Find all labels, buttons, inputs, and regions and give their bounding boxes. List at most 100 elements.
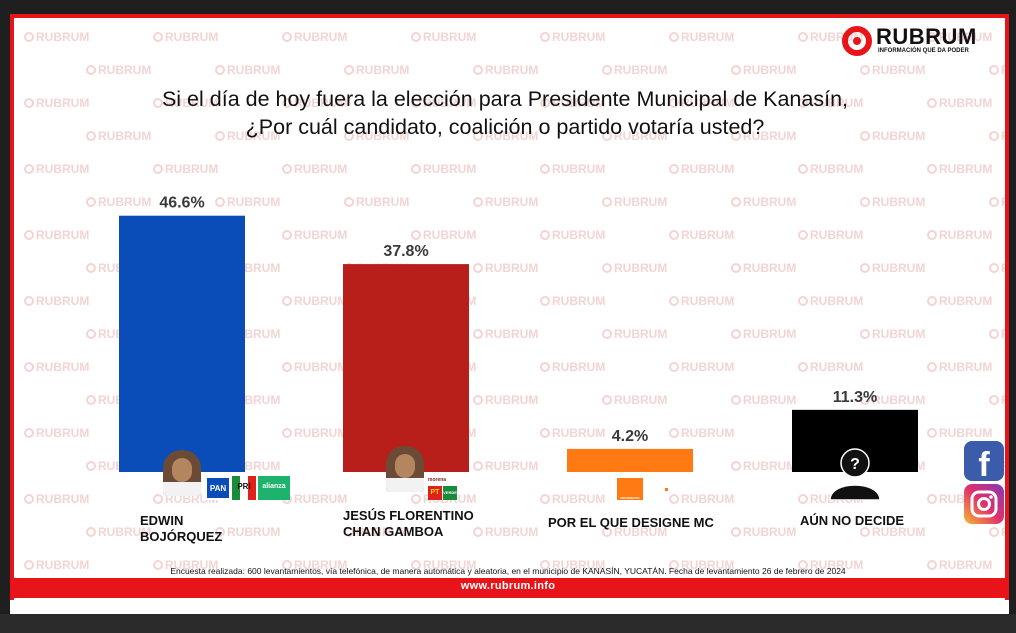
watermark-text: RUBRUM [282, 360, 347, 374]
watermark-text: RUBRUM [989, 261, 1005, 275]
watermark-text: RUBRUM [215, 195, 280, 209]
watermark-text: RUBRUM [602, 393, 667, 407]
watermark-text: RUBRUM [344, 129, 409, 143]
watermark-text: RUBRUM [153, 30, 218, 44]
watermark-text: RUBRUM [473, 393, 538, 407]
watermark-text: RUBRUM [798, 294, 863, 308]
watermark-text: RUBRUM [282, 558, 347, 572]
watermark-text: RUBRUM [215, 525, 280, 539]
bar-value-label-3: 4.2% [612, 428, 648, 445]
card-border-left [10, 14, 14, 600]
bar-value-label-2: 37.8% [383, 243, 428, 260]
watermark-text: RUBRUM [344, 525, 409, 539]
watermark-text: RUBRUM [798, 96, 863, 110]
logo-target-icon [842, 26, 872, 56]
watermark-text: RUBRUM [24, 492, 89, 506]
watermark-text: RUBRUM [860, 327, 925, 341]
instagram-icon[interactable] [964, 484, 1004, 524]
watermark-text: RUBRUM [540, 162, 605, 176]
candidate-2-photo [386, 446, 424, 492]
watermark-text: RUBRUM [860, 63, 925, 77]
watermark-text: RUBRUM [669, 96, 734, 110]
watermark-text: RUBRUM [669, 30, 734, 44]
watermark-text: RUBRUM [927, 96, 992, 110]
logo-tagline: INFORMACIÓN QUE DA PODER [878, 48, 969, 54]
watermark-text: RUBRUM [927, 30, 992, 44]
watermark-text: RUBRUM [798, 558, 863, 572]
watermark-text: RUBRUM [344, 63, 409, 77]
watermark-text: RUBRUM [86, 129, 151, 143]
pri-logo: PRI [232, 476, 256, 500]
watermark-text: RUBRUM [798, 162, 863, 176]
watermark-text: RUBRUM [860, 525, 925, 539]
footer-url[interactable]: www.rubrum.info [460, 580, 556, 592]
card-border-right [1005, 14, 1009, 600]
watermark-text: RUBRUM [540, 492, 605, 506]
watermark-text: RUBRUM [86, 63, 151, 77]
candidate-2-line1: JESÚS FLORENTINO [343, 508, 474, 523]
watermark-text: RUBRUM [731, 393, 796, 407]
watermark-text: RUBRUM [282, 162, 347, 176]
watermark-text: RUBRUM [282, 426, 347, 440]
watermark-text: RUBRUM [927, 360, 992, 374]
watermark-text: RUBRUM [24, 558, 89, 572]
watermark-text: RUBRUM [473, 129, 538, 143]
watermark-text: RUBRUM [669, 294, 734, 308]
watermark-text: RUBRUM [602, 525, 667, 539]
watermark-text: RUBRUM [473, 261, 538, 275]
watermark-text: RUBRUM [215, 63, 280, 77]
candidate-1-line2: BOJÓRQUEZ [140, 529, 223, 544]
watermark-text: RUBRUM [24, 360, 89, 374]
bar-3 [567, 448, 693, 472]
watermark-text: RUBRUM [282, 30, 347, 44]
watermark-text: RUBRUM [411, 30, 476, 44]
watermark-text: RUBRUM [731, 459, 796, 473]
watermark-text: RUBRUM [731, 261, 796, 275]
watermark-text: RUBRUM [473, 195, 538, 209]
watermark-text: RUBRUM [540, 360, 605, 374]
watermark-text: RUBRUM [731, 129, 796, 143]
survey-question: Si el día de hoy fuera la elección para … [110, 85, 900, 141]
watermark-text: RUBRUM [540, 228, 605, 242]
watermark-text: RUBRUM [24, 294, 89, 308]
pt-logo: PT [428, 486, 442, 500]
facebook-icon[interactable]: f [964, 441, 1004, 484]
candidate-label-4: AÚN NO DECIDE [800, 513, 904, 529]
watermark-text: RUBRUM [24, 30, 89, 44]
watermark-text: RUBRUM [540, 426, 605, 440]
watermark-text: RUBRUM [540, 30, 605, 44]
undecided-person-icon: ? [829, 448, 881, 500]
question-line-2: ¿Por cuál candidato, coalición o partido… [245, 115, 765, 139]
bar-2 [343, 264, 469, 472]
candidate-1-line1: EDWIN [140, 513, 184, 528]
watermark-text: RUBRUM [282, 96, 347, 110]
watermark-text: RUBRUM [473, 525, 538, 539]
watermark-text: RUBRUM [731, 327, 796, 341]
watermark-text: RUBRUM [669, 228, 734, 242]
watermark-text: RUBRUM [669, 162, 734, 176]
watermark-text: RUBRUM [669, 492, 734, 506]
candidate-1-photo [163, 450, 201, 496]
watermark-text: RUBRUM [731, 63, 796, 77]
watermark-text: RUBRUM [153, 558, 218, 572]
watermark-text: RUBRUM [927, 426, 992, 440]
card-border-top [10, 14, 1009, 18]
watermark-text: RUBRUM [798, 228, 863, 242]
watermark-text: RUBRUM [989, 63, 1005, 77]
watermark-text: RUBRUM [24, 426, 89, 440]
svg-text:?: ? [850, 456, 860, 473]
watermark-text: RUBRUM [411, 228, 476, 242]
watermark-text: RUBRUM [602, 63, 667, 77]
watermark-text: RUBRUM [989, 393, 1005, 407]
watermark-text: RUBRUM [473, 327, 538, 341]
window-bottom-strip [0, 614, 1016, 633]
watermark-text: RUBRUM [282, 228, 347, 242]
bar-value-label-4: 11.3% [833, 389, 877, 406]
watermark-text: RUBRUM [602, 195, 667, 209]
watermark-text: RUBRUM [927, 294, 992, 308]
watermark-text: RUBRUM [860, 393, 925, 407]
watermark-text: RUBRUM [24, 228, 89, 242]
bar-value-label-1: 46.6% [159, 195, 204, 212]
watermark-text: RUBRUM [540, 96, 605, 110]
watermark-text: RUBRUM [669, 558, 734, 572]
